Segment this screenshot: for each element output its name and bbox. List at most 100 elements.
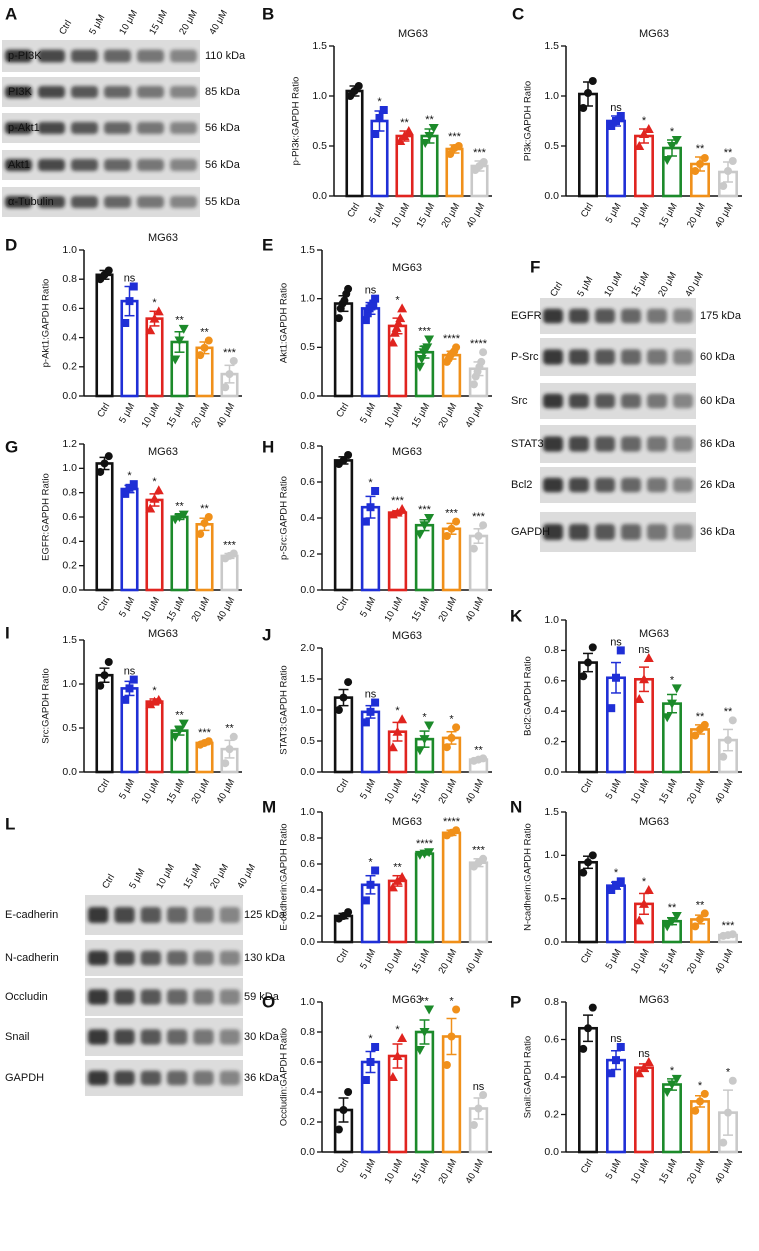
blot-band — [88, 989, 109, 1005]
x-tick-label: 20 μM — [436, 947, 459, 976]
data-point — [469, 544, 478, 553]
blot-band — [5, 122, 32, 134]
blot-band — [621, 308, 641, 324]
bar — [333, 459, 354, 592]
data-point — [728, 1076, 737, 1085]
data-point — [387, 882, 398, 892]
bar — [95, 673, 114, 774]
y-tick-label: 1.0 — [300, 704, 315, 716]
significance-label: **** — [443, 333, 461, 345]
blot-band — [193, 1029, 214, 1045]
blot-band — [114, 950, 135, 966]
data-point — [579, 104, 588, 112]
blot-band — [569, 477, 589, 493]
size-label: 56 kDa — [205, 122, 241, 134]
blot-strip — [85, 895, 243, 935]
blot-band — [219, 907, 240, 923]
blot-band — [170, 196, 197, 208]
data-point — [379, 106, 388, 114]
y-tick-label: 0.6 — [300, 1056, 315, 1068]
panel-letter: L — [5, 814, 15, 833]
y-tick-label: 1.0 — [544, 849, 559, 861]
blot-band — [140, 950, 161, 966]
x-tick-label: 40 μM — [463, 1157, 486, 1186]
y-tick-label: 1.5 — [62, 634, 77, 646]
panel-letter: N — [510, 797, 522, 816]
data-point — [728, 930, 737, 939]
data-point — [371, 1043, 380, 1051]
data-point — [424, 848, 435, 858]
blot-band — [114, 907, 135, 923]
size-label: 86 kDa — [700, 438, 736, 450]
data-point — [393, 318, 404, 327]
data-point — [389, 327, 400, 337]
chart-title: MG63 — [148, 628, 178, 640]
x-tick-label: Ctrl — [579, 201, 596, 219]
blot-strip — [2, 187, 200, 217]
lane-label: 5 μM — [575, 275, 595, 299]
blot-band — [621, 436, 641, 452]
y-axis-label: p-Src:GAPDH Ratio — [279, 476, 290, 560]
blot-band — [140, 1070, 161, 1086]
x-tick-label: 40 μM — [713, 1157, 736, 1186]
data-point — [422, 343, 433, 353]
data-point — [397, 303, 408, 313]
x-tick-label: 40 μM — [713, 201, 736, 230]
blot-band — [5, 159, 32, 171]
y-tick-label: 0.8 — [544, 644, 559, 656]
y-axis-label: Src:GAPDH Ratio — [41, 668, 52, 744]
y-tick-label: 0.8 — [62, 273, 77, 285]
data-point — [397, 872, 408, 881]
blot-band — [193, 950, 214, 966]
significance-label: ns — [365, 285, 377, 297]
lane-label: 15 μM — [629, 270, 652, 299]
blot-band — [167, 989, 188, 1005]
blot-band — [88, 950, 109, 966]
y-tick-label: 0.0 — [312, 190, 327, 202]
panel-letter: M — [262, 797, 276, 816]
x-tick-label: Ctrl — [334, 1157, 351, 1175]
blot-band — [673, 393, 693, 409]
blot-band — [170, 122, 197, 134]
size-label: 85 kDa — [205, 86, 241, 98]
panel-letter: I — [5, 623, 10, 642]
data-point — [588, 643, 597, 652]
y-axis-label: p-Akt1:GAPDH Ratio — [41, 279, 52, 368]
y-tick-label: 1.5 — [300, 244, 315, 256]
x-tick-label: 15 μM — [657, 1157, 680, 1186]
data-point — [420, 139, 431, 148]
x-tick-label: 5 μM — [604, 1157, 624, 1181]
significance-label: * — [395, 294, 400, 306]
y-tick-label: 0.2 — [300, 1116, 315, 1128]
data-point — [588, 851, 597, 860]
blot-band — [167, 1070, 188, 1086]
data-point — [416, 355, 427, 365]
x-tick-label: 15 μM — [164, 595, 187, 624]
data-point — [339, 1106, 348, 1114]
data-point — [452, 517, 461, 526]
data-point — [724, 1108, 732, 1117]
data-point — [371, 294, 380, 303]
x-tick-label: 10 μM — [389, 201, 412, 230]
x-tick-label: 5 μM — [358, 401, 378, 425]
y-tick-label: 0.6 — [62, 302, 77, 314]
x-tick-label: 20 μM — [189, 401, 212, 430]
data-point — [145, 503, 156, 513]
x-tick-label: 40 μM — [713, 777, 736, 806]
data-point — [361, 517, 370, 526]
y-tick-label: 0.2 — [544, 1108, 559, 1120]
data-point — [579, 1044, 588, 1053]
y-tick-label: 0.0 — [62, 584, 77, 596]
y-tick-label: 1.0 — [300, 806, 315, 818]
x-tick-label: 10 μM — [382, 777, 405, 806]
significance-label: ** — [200, 503, 209, 515]
panel-letter: K — [510, 606, 523, 625]
lane-label: Ctrl — [100, 872, 117, 890]
blot-band — [647, 349, 667, 365]
y-tick-label: 0.8 — [300, 440, 315, 452]
y-tick-label: 1.5 — [312, 40, 327, 52]
chart-title: MG63 — [148, 446, 178, 458]
significance-label: ** — [420, 995, 429, 1007]
data-point — [387, 742, 398, 752]
blot-band — [673, 436, 693, 452]
